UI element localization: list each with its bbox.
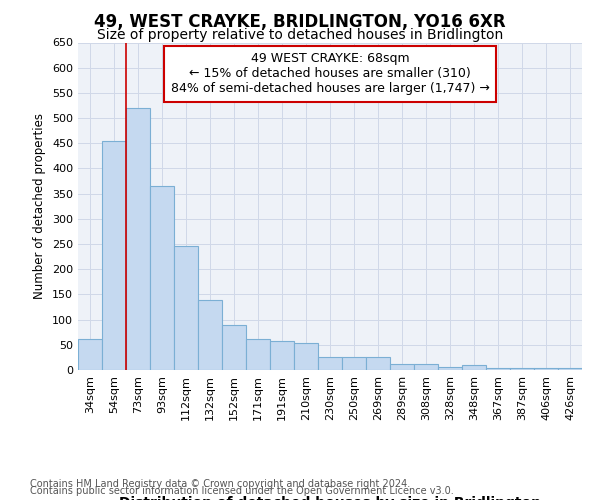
Bar: [126, 108, 150, 370]
Bar: [534, 368, 558, 370]
Bar: [510, 368, 534, 370]
Bar: [222, 324, 246, 370]
Bar: [366, 358, 390, 370]
Bar: [438, 367, 462, 370]
Text: 49 WEST CRAYKE: 68sqm
← 15% of detached houses are smaller (310)
84% of semi-det: 49 WEST CRAYKE: 68sqm ← 15% of detached …: [170, 52, 490, 96]
Text: Contains public sector information licensed under the Open Government Licence v3: Contains public sector information licen…: [30, 486, 454, 496]
Bar: [78, 339, 102, 370]
X-axis label: Distribution of detached houses by size in Bridlington: Distribution of detached houses by size …: [119, 496, 541, 500]
Bar: [342, 358, 366, 370]
Bar: [294, 344, 318, 370]
Bar: [150, 186, 174, 370]
Bar: [558, 368, 582, 370]
Text: Size of property relative to detached houses in Bridlington: Size of property relative to detached ho…: [97, 28, 503, 42]
Bar: [390, 364, 414, 370]
Bar: [174, 246, 198, 370]
Bar: [102, 141, 126, 370]
Bar: [486, 368, 510, 370]
Text: 49, WEST CRAYKE, BRIDLINGTON, YO16 6XR: 49, WEST CRAYKE, BRIDLINGTON, YO16 6XR: [94, 12, 506, 30]
Bar: [318, 358, 342, 370]
Text: Contains HM Land Registry data © Crown copyright and database right 2024.: Contains HM Land Registry data © Crown c…: [30, 479, 410, 489]
Bar: [270, 342, 294, 370]
Bar: [462, 366, 486, 370]
Bar: [414, 364, 438, 370]
Bar: [198, 300, 222, 370]
Y-axis label: Number of detached properties: Number of detached properties: [34, 114, 46, 299]
Bar: [246, 339, 270, 370]
